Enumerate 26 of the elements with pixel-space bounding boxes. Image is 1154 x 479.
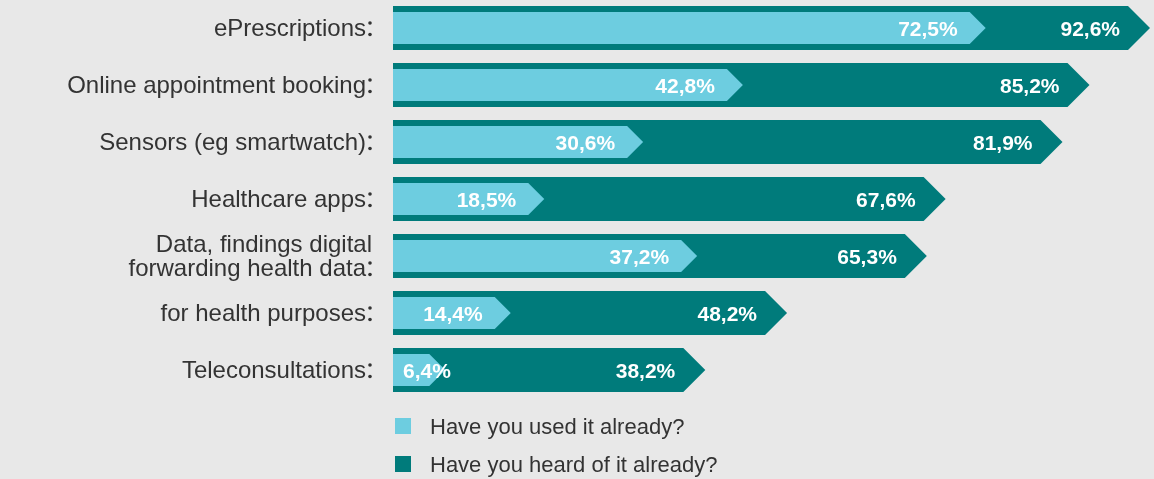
data-label: 37,2% bbox=[609, 245, 670, 268]
y-tick-label: ePrescriptions bbox=[213, 14, 366, 41]
y-tick-label: Online appointment booking bbox=[67, 71, 366, 98]
y-tick-label: Data, findings digital forwarding health data bbox=[128, 230, 372, 281]
bar bbox=[393, 126, 644, 158]
data-label: 48,2% bbox=[697, 302, 758, 325]
y-tick-label: for health purposes bbox=[160, 299, 366, 326]
data-label: 42,8% bbox=[655, 74, 716, 97]
data-label: 72,5% bbox=[898, 17, 959, 40]
data-label: 38,2% bbox=[615, 359, 676, 382]
data-label: 67,6% bbox=[856, 188, 916, 211]
bar bbox=[393, 69, 743, 101]
y-tick-label: Teleconsultations bbox=[181, 356, 366, 383]
data-label: 65,3% bbox=[837, 245, 898, 268]
data-label: 81,9% bbox=[972, 131, 1033, 154]
data-label: 18,5% bbox=[456, 188, 517, 211]
y-tick-label: Sensors (eg smartwatch) bbox=[99, 128, 366, 155]
data-label: 92,6% bbox=[1060, 17, 1121, 40]
bar bbox=[393, 240, 698, 272]
bar bbox=[393, 12, 986, 44]
y-tick-label: Healthcare apps bbox=[191, 185, 366, 212]
legend-label: Have you used it already? bbox=[430, 414, 685, 439]
data-label: 14,4% bbox=[423, 302, 484, 325]
data-label: 85,2% bbox=[999, 74, 1060, 97]
legend-label: Have you heard of it already? bbox=[430, 452, 718, 477]
data-label: 30,6% bbox=[555, 131, 616, 154]
